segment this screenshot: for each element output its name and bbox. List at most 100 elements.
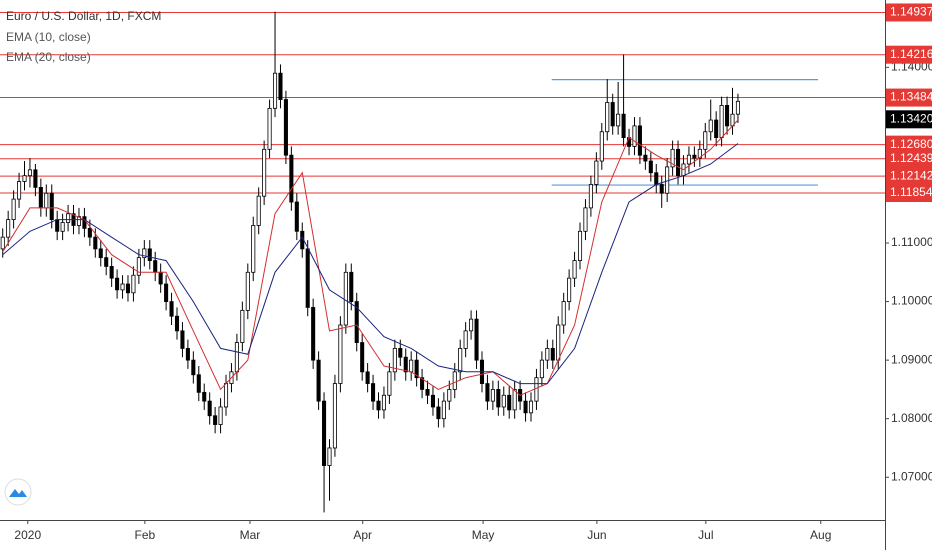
candle-body xyxy=(207,400,212,417)
price-label: 1.12142 xyxy=(890,168,932,182)
candle-body xyxy=(66,213,71,223)
candle-body xyxy=(735,100,740,115)
price-label-box xyxy=(886,135,932,154)
candle-body xyxy=(572,260,577,279)
candle-body xyxy=(33,169,38,188)
candle-body xyxy=(583,207,588,232)
candle-body xyxy=(272,72,278,109)
candle-body xyxy=(158,271,163,285)
candle-body xyxy=(496,389,501,408)
candle-body xyxy=(637,125,642,156)
candle-body xyxy=(169,301,174,317)
price-label-box xyxy=(886,45,932,64)
x-tick-label: Jun xyxy=(587,528,606,542)
candle-body xyxy=(708,119,713,133)
candle-body xyxy=(599,131,604,162)
candle-body xyxy=(441,400,446,420)
candle-body xyxy=(545,348,550,361)
candle-body xyxy=(512,389,517,411)
candle-body xyxy=(267,107,272,150)
x-tick-label: Apr xyxy=(353,528,372,542)
candle-body xyxy=(338,324,343,384)
candle-body xyxy=(256,195,261,226)
candle-body xyxy=(289,154,294,203)
candle-body xyxy=(240,309,245,343)
price-label: 1.12439 xyxy=(890,151,932,165)
candle-body xyxy=(38,186,43,209)
candle-body xyxy=(528,400,534,414)
candle-body xyxy=(120,283,125,291)
y-tick-label: 1.07000 xyxy=(891,469,932,483)
candle-body xyxy=(632,125,637,147)
candle-body xyxy=(27,169,32,177)
candle-body xyxy=(420,377,425,390)
candle-body xyxy=(610,102,615,127)
candle-body xyxy=(327,447,332,466)
candle-body xyxy=(534,377,539,402)
candle-body xyxy=(11,198,16,220)
candle-body xyxy=(436,406,441,420)
candle-body xyxy=(381,394,386,411)
candle-body xyxy=(104,257,109,267)
logo xyxy=(4,478,32,506)
x-tick-label: Aug xyxy=(810,528,831,542)
candle-body xyxy=(659,184,664,194)
candle-body xyxy=(485,383,490,402)
candle-body xyxy=(234,342,239,373)
candle-body xyxy=(665,166,670,194)
candle-body xyxy=(490,389,495,402)
candle-body xyxy=(174,315,180,332)
legend-entry: EMA (10, close) xyxy=(6,30,91,44)
candle-body xyxy=(316,359,321,402)
ema-line xyxy=(2,143,739,385)
candle-body xyxy=(202,391,207,402)
candle-body xyxy=(507,394,512,411)
candle-body xyxy=(98,248,103,259)
y-tick-label: 1.08000 xyxy=(891,411,932,425)
candle-body xyxy=(60,222,65,232)
candle-body xyxy=(136,257,141,276)
candle-body xyxy=(354,301,359,343)
candle-body xyxy=(703,131,708,150)
candle-body xyxy=(430,394,436,408)
candle-body xyxy=(719,105,724,139)
candle-body xyxy=(332,383,337,449)
candle-body xyxy=(594,160,599,185)
candle-body xyxy=(414,359,419,379)
y-tick-label: 1.10000 xyxy=(891,294,932,308)
candle-body xyxy=(447,389,452,402)
x-tick-label: Feb xyxy=(135,528,156,542)
plot xyxy=(0,11,885,513)
candle-body xyxy=(561,301,566,326)
candle-body xyxy=(409,359,414,373)
candle-body xyxy=(164,283,169,302)
candle-body xyxy=(153,260,158,273)
candle-body xyxy=(196,374,201,393)
candle-body xyxy=(191,359,196,376)
candle-body xyxy=(670,148,675,168)
candle-body xyxy=(469,318,474,332)
candle-body xyxy=(692,154,697,159)
candle-body xyxy=(360,342,365,373)
candle-body xyxy=(425,389,430,396)
candle-body xyxy=(458,348,463,373)
candle-body xyxy=(577,230,583,261)
candle-body xyxy=(501,394,506,408)
candle-body xyxy=(616,113,621,127)
candle-body xyxy=(403,356,408,373)
candle-body xyxy=(567,277,572,302)
price-label-box xyxy=(886,3,932,22)
candle-body xyxy=(76,216,82,226)
last-price-box xyxy=(886,110,932,129)
candle-body xyxy=(474,318,479,361)
candle-body xyxy=(539,359,544,379)
candle-body xyxy=(22,175,27,182)
candle-body xyxy=(55,219,60,232)
candle-body xyxy=(371,383,376,402)
candle-body xyxy=(278,72,283,100)
candle-body xyxy=(87,227,92,238)
candle-body xyxy=(343,271,348,326)
y-tick-label: 1.09000 xyxy=(891,352,932,366)
